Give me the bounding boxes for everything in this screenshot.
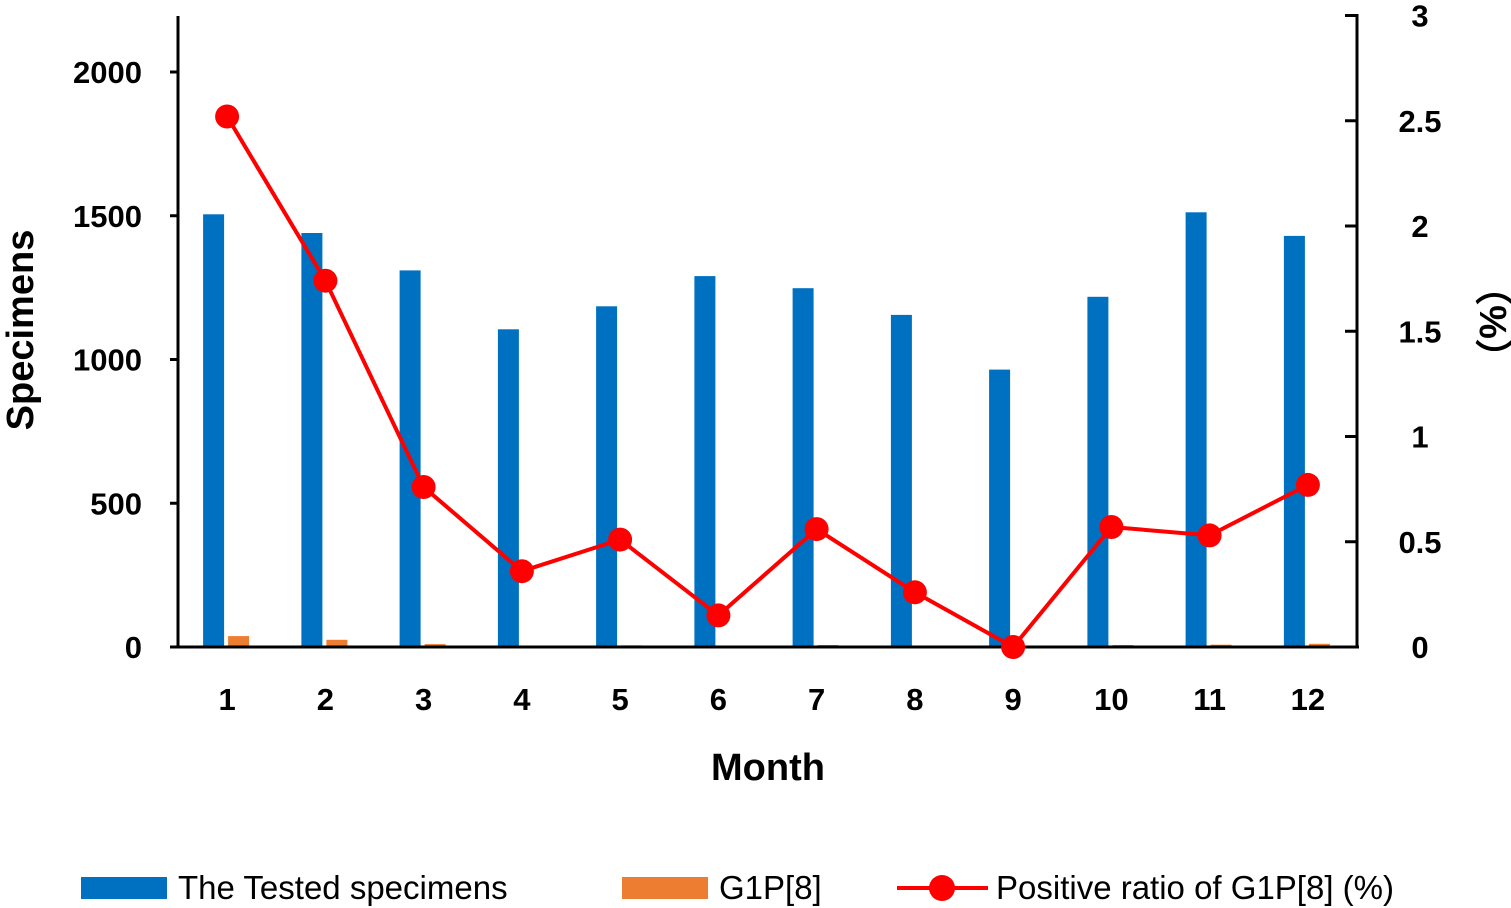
ratio-point-month-4 bbox=[509, 559, 534, 584]
y2-tick-label: 0 bbox=[1411, 630, 1428, 665]
bar-g1p8-month-1 bbox=[228, 636, 250, 647]
legend-label-ratio: Positive ratio of G1P[8] (%) bbox=[996, 869, 1394, 906]
ratio-point-month-8 bbox=[902, 580, 927, 605]
ratio-point-month-2 bbox=[313, 268, 338, 293]
legend-label-tested: The Tested specimens bbox=[178, 869, 508, 906]
y2-tick-label: 2 bbox=[1411, 209, 1428, 244]
bar-tested-month-9 bbox=[989, 369, 1011, 647]
x-tick-label: 9 bbox=[1005, 682, 1022, 717]
bar-tested-month-4 bbox=[497, 329, 519, 647]
ratio-point-month-5 bbox=[608, 527, 633, 552]
x-tick-label: 7 bbox=[808, 682, 825, 717]
legend-label-g1p8: G1P[8] bbox=[719, 869, 822, 906]
y2-tick-label: 0.5 bbox=[1398, 525, 1441, 560]
y-tick-label: 2000 bbox=[73, 55, 142, 90]
bar-tested-month-8 bbox=[890, 314, 912, 647]
y2-tick-label: 1 bbox=[1411, 420, 1428, 455]
x-tick-label: 8 bbox=[906, 682, 923, 717]
bar-tested-month-2 bbox=[301, 233, 323, 647]
bar-tested-month-12 bbox=[1283, 235, 1305, 647]
bar-tested-month-1 bbox=[203, 214, 225, 648]
bar-g1p8-month-2 bbox=[326, 639, 348, 647]
x-tick-label: 5 bbox=[612, 682, 629, 717]
ratio-point-month-11 bbox=[1197, 523, 1222, 548]
x-axis-title: Month bbox=[711, 747, 825, 789]
bar-g1p8-month-12 bbox=[1308, 643, 1330, 647]
y2-axis-title: （%） bbox=[1471, 267, 1511, 377]
x-tick-label: 6 bbox=[710, 682, 727, 717]
x-tick-label: 2 bbox=[317, 682, 334, 717]
legend: The Tested specimens G1P[8] Positive rat… bbox=[81, 869, 1394, 906]
legend-marker-ratio bbox=[929, 875, 955, 901]
x-tick-label: 10 bbox=[1094, 682, 1128, 717]
ratio-point-month-1 bbox=[215, 104, 240, 129]
ratio-series-line bbox=[225, 115, 1309, 649]
legend-swatch-g1p8 bbox=[622, 877, 708, 899]
y2-tick-label: 2.5 bbox=[1398, 104, 1441, 139]
legend-swatch-tested bbox=[81, 877, 167, 899]
x-tick-label: 11 bbox=[1193, 682, 1226, 717]
x-tick-label: 3 bbox=[415, 682, 432, 717]
y2-tick-label: 1.5 bbox=[1398, 314, 1441, 349]
ratio-point-month-10 bbox=[1099, 515, 1124, 539]
ratio-point-month-3 bbox=[411, 475, 436, 499]
x-tick-label: 4 bbox=[513, 682, 531, 717]
ratio-point-month-7 bbox=[804, 517, 829, 542]
ratio-point-month-9 bbox=[1001, 635, 1026, 659]
x-tick-label: 12 bbox=[1291, 682, 1325, 717]
y-tick-label: 1000 bbox=[73, 343, 142, 378]
line-layer bbox=[215, 104, 1320, 659]
y-tick-label: 500 bbox=[90, 486, 142, 521]
ratio-point-month-12 bbox=[1295, 472, 1320, 497]
y2-tick-label: 3 bbox=[1411, 0, 1428, 34]
y-tick-label: 0 bbox=[125, 630, 142, 665]
bar-tested-month-5 bbox=[596, 306, 618, 647]
axes-layer bbox=[176, 14, 1359, 649]
bar-tested-month-10 bbox=[1087, 296, 1109, 647]
y-axis-title: Specimens bbox=[0, 230, 42, 431]
bar-tested-month-7 bbox=[792, 288, 814, 647]
bar-tested-month-11 bbox=[1185, 212, 1207, 648]
bars-layer bbox=[203, 212, 1330, 648]
bar-tested-month-6 bbox=[694, 276, 716, 647]
x-tick-label: 1 bbox=[219, 682, 236, 717]
y-tick-label: 1500 bbox=[73, 199, 142, 234]
ratio-point-month-6 bbox=[706, 603, 731, 628]
